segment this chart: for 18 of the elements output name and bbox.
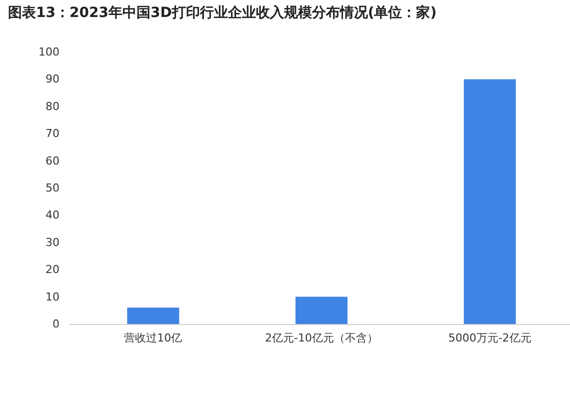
y-tick-label: 100 <box>38 46 60 58</box>
y-tick-label: 90 <box>46 72 60 86</box>
y-tick-label: 70 <box>46 127 60 140</box>
y-tick-label: 50 <box>46 182 60 194</box>
x-tick-label: 5000万元-2亿元 <box>448 332 532 344</box>
y-tick-label: 60 <box>46 154 60 168</box>
x-tick-label: 营收过10亿 <box>124 332 182 344</box>
y-tick-label: 10 <box>46 290 60 304</box>
chart-title: 图表13：2023年中国3D打印行业企业收入规模分布情况(单位：家) <box>8 4 437 21</box>
y-tick-label: 0 <box>52 318 60 330</box>
y-tick-label: 40 <box>46 208 60 222</box>
y-tick-label: 80 <box>46 100 60 113</box>
bar <box>127 308 180 324</box>
x-tick-label: 2亿元-10亿元（不含） <box>265 332 378 344</box>
bar <box>464 79 516 324</box>
bar <box>296 296 348 324</box>
y-tick-label: 30 <box>46 236 60 249</box>
y-tick-label: 20 <box>46 263 60 276</box>
